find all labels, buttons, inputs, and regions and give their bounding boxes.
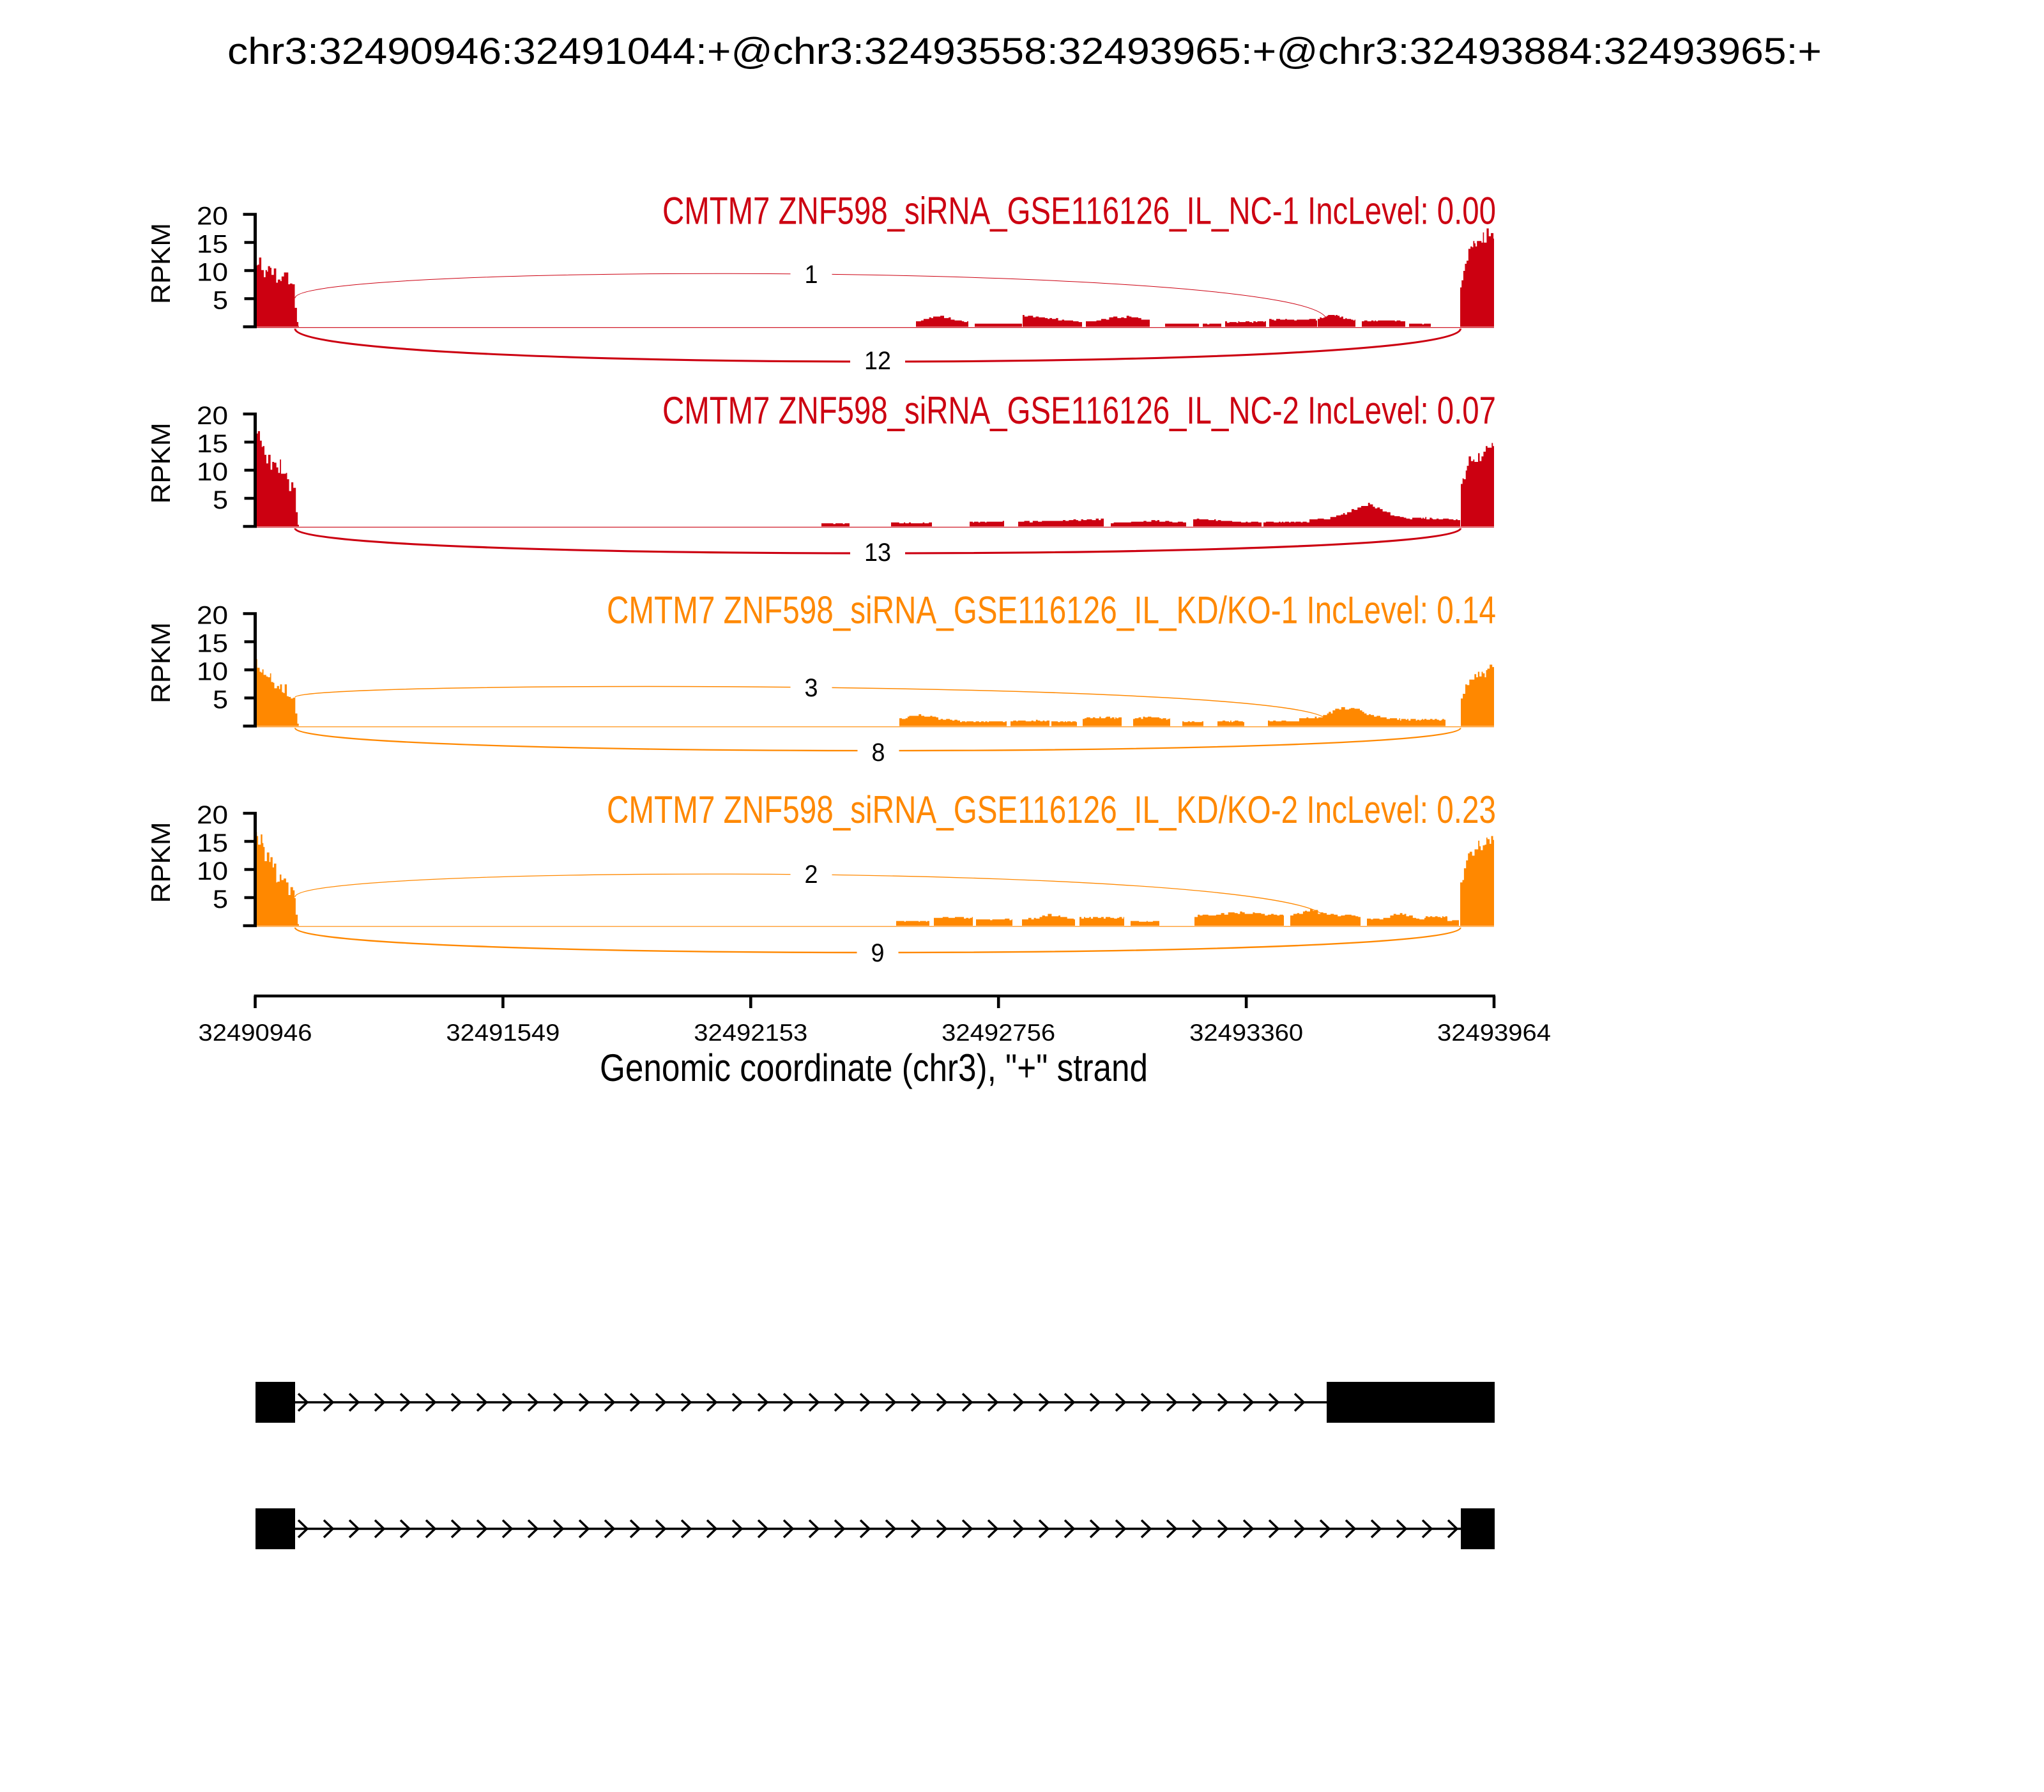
svg-text:10: 10 xyxy=(197,458,228,486)
svg-text:5: 5 xyxy=(213,486,228,514)
svg-text:32492153: 32492153 xyxy=(694,1020,807,1046)
svg-text:CMTM7 ZNF598_siRNA_GSE116126_I: CMTM7 ZNF598_siRNA_GSE116126_IL_KD/KO-1 … xyxy=(607,589,1496,632)
svg-text:10: 10 xyxy=(197,658,228,686)
svg-text:CMTM7 ZNF598_siRNA_GSE116126_I: CMTM7 ZNF598_siRNA_GSE116126_IL_NC-1 Inc… xyxy=(662,190,1496,233)
svg-text:32493360: 32493360 xyxy=(1189,1020,1303,1046)
svg-text:9: 9 xyxy=(871,939,885,967)
svg-text:10: 10 xyxy=(197,857,228,885)
svg-text:RPKM: RPKM xyxy=(146,423,176,504)
svg-text:RPKM: RPKM xyxy=(146,223,176,304)
svg-text:RPKM: RPKM xyxy=(146,622,176,703)
svg-text:2: 2 xyxy=(805,861,818,889)
svg-text:5: 5 xyxy=(213,686,228,714)
svg-text:CMTM7 ZNF598_siRNA_GSE116126_I: CMTM7 ZNF598_siRNA_GSE116126_IL_NC-2 Inc… xyxy=(662,389,1496,432)
svg-text:15: 15 xyxy=(197,630,228,658)
svg-text:RPKM: RPKM xyxy=(146,822,176,903)
svg-text:5: 5 xyxy=(213,287,228,315)
svg-text:32493964: 32493964 xyxy=(1437,1020,1551,1046)
svg-text:Genomic coordinate (chr3), "+": Genomic coordinate (chr3), "+" strand xyxy=(600,1046,1148,1089)
svg-text:1: 1 xyxy=(805,261,818,289)
svg-text:32492756: 32492756 xyxy=(942,1020,1055,1046)
svg-text:CMTM7 ZNF598_siRNA_GSE116126_I: CMTM7 ZNF598_siRNA_GSE116126_IL_KD/KO-2 … xyxy=(607,788,1496,831)
svg-text:chr3:32490946:32491044:+@chr3:: chr3:32490946:32491044:+@chr3:32493558:3… xyxy=(227,31,1822,72)
svg-text:20: 20 xyxy=(197,203,228,231)
svg-text:13: 13 xyxy=(864,539,891,567)
svg-text:5: 5 xyxy=(213,885,228,914)
svg-text:32491549: 32491549 xyxy=(446,1020,560,1046)
svg-text:15: 15 xyxy=(197,829,228,857)
svg-text:20: 20 xyxy=(197,402,228,430)
svg-text:12: 12 xyxy=(864,347,891,375)
svg-text:20: 20 xyxy=(197,602,228,630)
svg-text:15: 15 xyxy=(197,430,228,458)
svg-text:32490946: 32490946 xyxy=(199,1020,312,1046)
svg-text:20: 20 xyxy=(197,801,228,829)
svg-text:3: 3 xyxy=(805,674,818,702)
svg-text:10: 10 xyxy=(197,259,228,287)
svg-text:15: 15 xyxy=(197,231,228,259)
svg-text:8: 8 xyxy=(872,739,885,767)
